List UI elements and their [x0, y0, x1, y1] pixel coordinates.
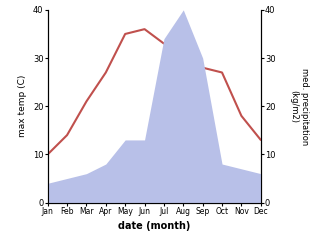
X-axis label: date (month): date (month)	[118, 221, 190, 231]
Y-axis label: med. precipitation
(kg/m2): med. precipitation (kg/m2)	[289, 68, 309, 145]
Y-axis label: max temp (C): max temp (C)	[18, 75, 27, 137]
